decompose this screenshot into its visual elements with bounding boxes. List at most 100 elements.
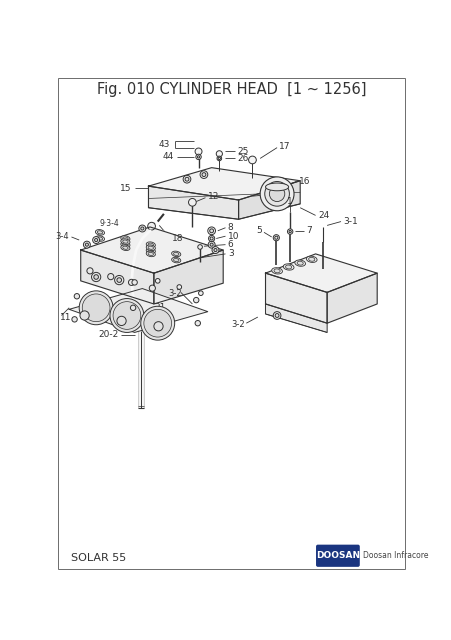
Ellipse shape: [123, 240, 128, 243]
Circle shape: [72, 317, 77, 322]
Circle shape: [208, 241, 215, 248]
Circle shape: [177, 285, 181, 289]
Ellipse shape: [146, 251, 155, 257]
Ellipse shape: [171, 251, 180, 257]
Circle shape: [155, 278, 160, 283]
Ellipse shape: [273, 269, 280, 273]
Circle shape: [275, 314, 278, 317]
Circle shape: [264, 182, 289, 206]
Circle shape: [207, 227, 215, 235]
Ellipse shape: [120, 239, 130, 244]
Polygon shape: [265, 254, 376, 292]
Text: 16: 16: [298, 177, 309, 186]
Circle shape: [287, 229, 292, 234]
Circle shape: [83, 241, 90, 248]
Circle shape: [198, 291, 202, 296]
Text: 15: 15: [120, 184, 131, 193]
Circle shape: [188, 198, 196, 206]
Circle shape: [218, 157, 220, 159]
Ellipse shape: [146, 242, 155, 248]
Circle shape: [91, 273, 101, 282]
Circle shape: [79, 291, 113, 324]
Ellipse shape: [173, 259, 179, 262]
Ellipse shape: [271, 268, 282, 274]
Circle shape: [80, 311, 89, 320]
Circle shape: [107, 273, 114, 280]
Text: 7: 7: [306, 227, 311, 236]
Text: 5: 5: [255, 227, 261, 236]
Circle shape: [133, 305, 136, 308]
Circle shape: [195, 321, 200, 326]
Ellipse shape: [97, 237, 102, 240]
Circle shape: [198, 244, 202, 249]
Text: 8: 8: [227, 223, 233, 232]
Ellipse shape: [97, 231, 102, 234]
Circle shape: [274, 236, 277, 239]
Circle shape: [113, 301, 140, 330]
Text: 6: 6: [227, 240, 233, 249]
Circle shape: [260, 177, 293, 211]
Polygon shape: [81, 227, 223, 273]
Text: 43: 43: [158, 140, 170, 149]
Circle shape: [132, 280, 137, 285]
Text: 17: 17: [279, 141, 290, 150]
Circle shape: [92, 237, 99, 243]
Polygon shape: [327, 273, 376, 323]
Circle shape: [200, 171, 207, 179]
Text: 10: 10: [227, 232, 239, 241]
Text: 18: 18: [171, 234, 183, 243]
Circle shape: [94, 239, 97, 241]
Ellipse shape: [171, 257, 180, 263]
Text: 25: 25: [237, 147, 249, 156]
Circle shape: [208, 236, 214, 241]
Ellipse shape: [148, 246, 153, 250]
Circle shape: [212, 246, 218, 253]
Ellipse shape: [173, 252, 179, 255]
Circle shape: [82, 294, 110, 322]
Circle shape: [87, 268, 93, 274]
Ellipse shape: [148, 252, 153, 255]
Ellipse shape: [120, 245, 130, 250]
Text: 3-2: 3-2: [230, 320, 244, 329]
Circle shape: [272, 312, 281, 319]
Ellipse shape: [296, 261, 303, 265]
Circle shape: [153, 322, 163, 331]
Ellipse shape: [283, 264, 293, 270]
Ellipse shape: [120, 242, 130, 248]
Circle shape: [213, 248, 216, 252]
Polygon shape: [265, 304, 327, 332]
Text: 26: 26: [237, 154, 249, 163]
Text: 3-1: 3-1: [343, 217, 357, 226]
Circle shape: [210, 243, 213, 246]
Text: 44: 44: [162, 152, 174, 161]
Text: 1: 1: [287, 197, 292, 206]
Circle shape: [94, 275, 98, 279]
Circle shape: [74, 294, 79, 299]
Circle shape: [184, 177, 189, 181]
Text: 3-2: 3-2: [168, 289, 182, 298]
Text: 3-4: 3-4: [55, 232, 69, 241]
Circle shape: [147, 222, 155, 230]
Circle shape: [193, 298, 198, 303]
Circle shape: [117, 316, 126, 326]
Circle shape: [272, 235, 279, 241]
Ellipse shape: [308, 257, 314, 261]
Polygon shape: [81, 250, 153, 304]
Circle shape: [216, 150, 222, 157]
Circle shape: [140, 227, 143, 230]
Text: Doosan Infracore: Doosan Infracore: [362, 551, 427, 560]
Text: 11: 11: [60, 312, 71, 321]
Circle shape: [85, 243, 88, 246]
Circle shape: [140, 307, 174, 340]
Text: 12: 12: [207, 193, 219, 202]
Ellipse shape: [306, 256, 317, 262]
Text: SOLAR 55: SOLAR 55: [71, 553, 126, 563]
Ellipse shape: [148, 249, 153, 252]
Polygon shape: [265, 273, 327, 323]
Circle shape: [216, 156, 221, 161]
Text: 20-2: 20-2: [98, 330, 118, 339]
Circle shape: [288, 230, 291, 233]
Ellipse shape: [95, 236, 104, 241]
Polygon shape: [153, 250, 223, 304]
Ellipse shape: [123, 246, 128, 250]
